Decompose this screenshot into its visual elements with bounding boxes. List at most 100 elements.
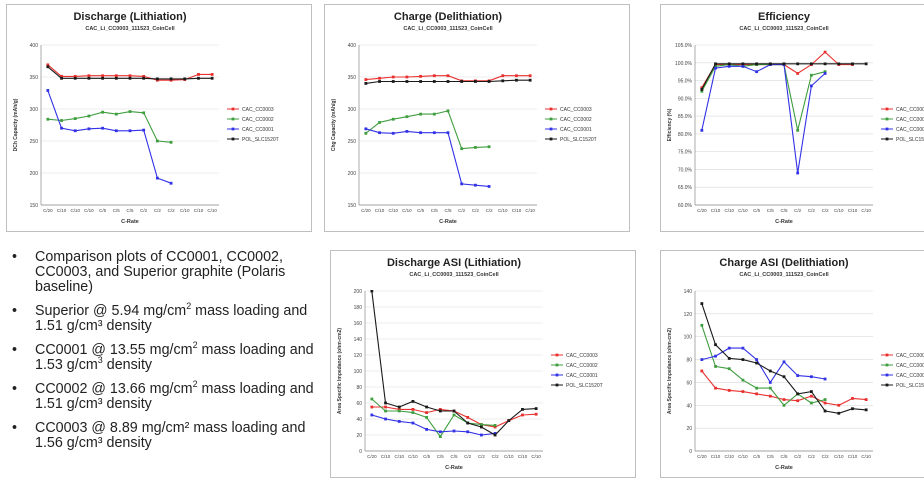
data-point-POL_SLC1520T: [796, 62, 800, 66]
x-tick-label: C/2: [822, 454, 830, 459]
data-point-CAC_CC0002: [425, 416, 429, 419]
data-point-POL_SLC1520T: [101, 76, 105, 80]
data-point-CAC_CC0001: [823, 72, 827, 75]
data-point-POL_SLC1520T: [755, 361, 759, 365]
data-point-CAC_CC0001: [438, 430, 442, 434]
data-point-POL_SLC1520T: [364, 82, 368, 85]
data-point-CAC_CC0001: [782, 360, 786, 364]
data-point-POL_SLC1520T: [851, 62, 854, 66]
x-tick-label: C/5: [423, 454, 431, 459]
y-tick-label: 200: [30, 171, 39, 177]
data-point-CAC_CC0002: [768, 386, 772, 390]
data-point-CAC_CC0001: [473, 183, 477, 187]
x-tick-label: C/2: [822, 208, 830, 213]
bullet-text-pre: CC0001 @ 13.55 mg/cm: [35, 342, 193, 358]
legend-marker: [555, 363, 559, 367]
chart-title: Discharge ASI (Lithiation): [387, 257, 521, 269]
data-point-POL_SLC1520T: [782, 62, 786, 66]
plot-area: [700, 50, 868, 175]
data-point-CAC_CC0001: [397, 420, 401, 423]
data-point-POL_SLC1520T: [425, 405, 429, 409]
chart-efficiency: Efficiency CAC_Li_CC0003_111523_CoinCell 6…: [660, 4, 924, 232]
y-tick-label: 85.0%: [678, 114, 693, 120]
legend-marker: [885, 117, 889, 121]
x-tick-label: C/10: [402, 208, 412, 213]
data-point-CAC_CC0001: [60, 126, 63, 130]
data-point-POL_SLC1520T: [823, 62, 827, 66]
x-tick-label: C/2: [808, 208, 816, 213]
y-tick-label: 250: [30, 139, 39, 145]
bullet-superior: • Superior @ 5.94 mg/cm2 mass loading an…: [8, 302, 330, 334]
series-line-CAC_CC0002: [365, 110, 490, 150]
data-point-POL_SLC1520T: [114, 76, 118, 80]
data-point-CAC_CC0001: [411, 421, 415, 425]
x-axis-label: C-Rate: [439, 219, 457, 225]
bullet-comparison: • Comparison plots of CC0001, CC0002, CC…: [8, 250, 330, 295]
x-tick-label: C/5: [437, 454, 445, 459]
data-point-CAC_CC0001: [378, 131, 381, 135]
data-point-POL_SLC1520T: [714, 343, 717, 347]
x-tick-label: C/5: [780, 454, 788, 459]
x-tick-label: C/10: [70, 208, 80, 213]
data-point-CAC_CC0001: [87, 127, 91, 131]
chart-subtitle: CAC_Li_CC0003_111523_CoinCell: [739, 272, 829, 278]
y-tick-label: 80: [686, 358, 692, 364]
x-tick-label: C/2: [464, 454, 472, 459]
legend-marker: [549, 107, 553, 111]
chart-charge-asi: Charge ASI (Delithiation) CAC_Li_CC0003_1…: [660, 250, 924, 478]
x-tick-label: C/2: [486, 208, 494, 213]
plot-area: [700, 302, 868, 415]
x-tick-label: C/10: [738, 208, 748, 213]
data-point-CAC_CC0002: [714, 64, 717, 68]
legend-label: POL_SLC1520T: [566, 383, 603, 389]
chart-subtitle: CAC_Li_CC0003_111523_CoinCell: [403, 26, 493, 32]
y-tick-label: 150: [348, 203, 357, 209]
data-point-POL_SLC1520T: [521, 408, 524, 411]
y-axis-label: Area Specific Impedance (ohm-cm2): [337, 328, 343, 414]
data-point-CAC_CC0003: [405, 75, 409, 79]
data-point-CAC_CC0002: [487, 145, 491, 149]
x-tick-label: C/5: [431, 208, 439, 213]
y-tick-label: 105.0%: [675, 43, 693, 49]
legend-label: CAC_CC0001: [896, 127, 924, 133]
data-point-CAC_CC0001: [114, 129, 118, 133]
legend-marker: [555, 383, 559, 387]
data-point-POL_SLC1520T: [473, 80, 477, 83]
x-tick-label: C/10: [531, 454, 541, 459]
data-point-CAC_CC0003: [142, 74, 146, 78]
bullet-cc0001: • CC0001 @ 13.55 mg/cm2 mass loading and…: [8, 341, 330, 373]
x-tick-label: C/5: [444, 208, 452, 213]
x-tick-label: C/10: [388, 208, 398, 213]
legend-marker: [885, 137, 889, 141]
x-tick-label: C/10: [834, 208, 844, 213]
data-point-CAC_CC0002: [809, 73, 813, 77]
data-point-CAC_CC0001: [741, 346, 745, 350]
legend-marker: [231, 117, 235, 121]
legend-marker: [555, 353, 559, 357]
x-tick-label: C/2: [478, 454, 486, 459]
data-point-POL_SLC1520T: [128, 76, 132, 80]
data-point-CAC_CC0002: [493, 424, 497, 427]
x-tick-label: C/10: [711, 208, 721, 213]
data-point-CAC_CC0003: [46, 63, 50, 67]
data-point-CAC_CC0003: [391, 75, 395, 79]
plot-area: [46, 63, 214, 185]
bullet-text-post: density: [102, 357, 153, 373]
data-point-CAC_CC0003: [87, 74, 91, 78]
legend-label: POL_SLC1520T: [560, 137, 597, 143]
data-point-CAC_CC0003: [493, 425, 497, 429]
x-tick-label: C/10: [724, 454, 734, 459]
data-point-POL_SLC1520T: [384, 401, 387, 405]
data-point-POL_SLC1520T: [493, 433, 497, 437]
x-tick-label: C/5: [99, 208, 107, 213]
data-point-CAC_CC0001: [755, 358, 759, 361]
data-point-CAC_CC0003: [521, 413, 524, 417]
data-point-CAC_CC0002: [405, 115, 409, 119]
bullet-cc0002: • CC0002 @ 13.66 mg/cm2 mass loading and…: [8, 380, 330, 412]
data-point-CAC_CC0001: [432, 131, 436, 135]
data-point-POL_SLC1520T: [405, 80, 409, 83]
legend-marker: [231, 127, 235, 131]
legend-marker: [885, 353, 889, 357]
bullet-cc0003: • CC0003 @ 8.89 mg/cm² mass loading and …: [8, 421, 330, 451]
data-point-CAC_CC0003: [411, 408, 415, 411]
